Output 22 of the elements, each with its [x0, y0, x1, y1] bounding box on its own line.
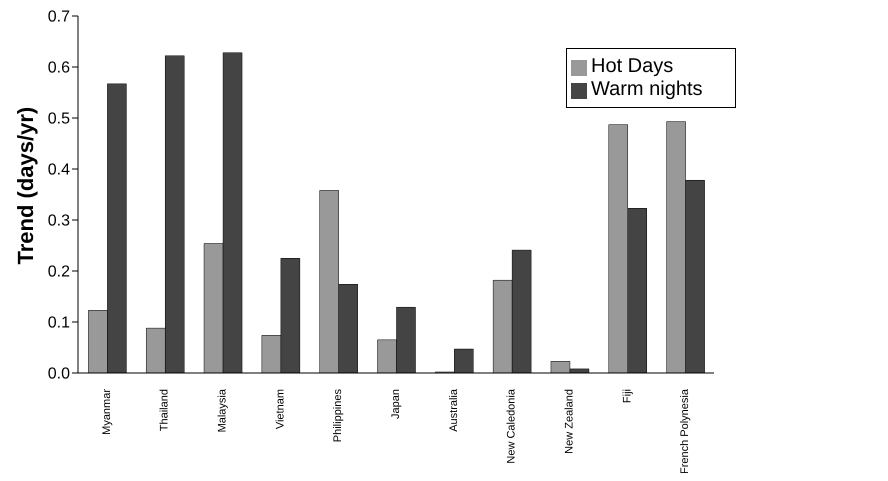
x-tick-label: Vietnam: [274, 389, 286, 430]
x-tick-label: Myanmar: [100, 388, 113, 435]
y-tick-label: 0.5: [48, 110, 70, 128]
y-tick-label: 0.2: [48, 264, 70, 281]
y-axis-title: Trend (days/yr): [12, 106, 38, 264]
x-tick-label: New Zealand: [563, 389, 576, 454]
y-tick-label: 0.1: [48, 314, 70, 332]
x-tick-label: Thailand: [158, 389, 171, 432]
y-tick-label: 0.6: [48, 60, 70, 77]
x-tick-label: French Polynesia: [679, 388, 692, 474]
x-tick-label: Japan: [390, 389, 402, 419]
y-tick-label: 0.4: [48, 162, 70, 179]
legend-label: Warm nights: [591, 78, 703, 100]
y-tick-label: 0.7: [48, 8, 70, 26]
x-tick-label: Australia: [448, 388, 460, 432]
x-tick-label: New Caledonia: [506, 388, 518, 464]
x-tick-label: Malaysia: [216, 388, 229, 432]
y-tick-label: 0.3: [48, 212, 70, 230]
legend-label: Hot Days: [591, 55, 674, 77]
x-tick-label: Fiji: [621, 389, 634, 404]
x-tick-label: Philippines: [332, 388, 344, 442]
y-tick-label: 0.0: [48, 366, 70, 383]
